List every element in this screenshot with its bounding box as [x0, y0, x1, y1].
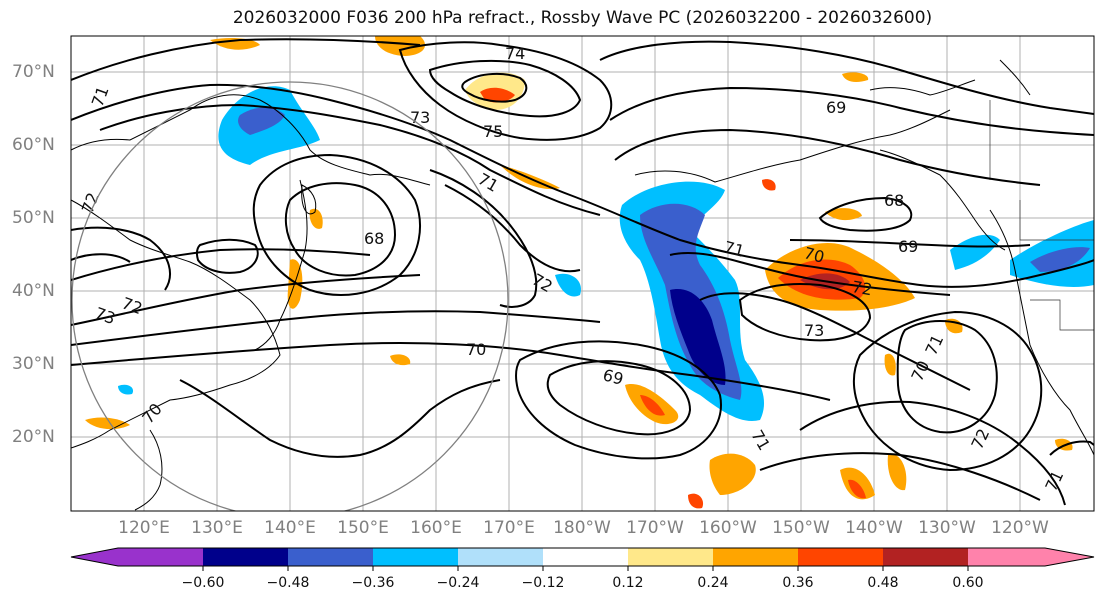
lat-label: 70°N: [12, 62, 55, 82]
lon-label: 170°W: [626, 518, 684, 538]
contour-label: 73: [804, 321, 824, 340]
contour-label: 68: [884, 191, 904, 210]
lon-label: 130°W: [918, 518, 976, 538]
lon-label: 120°W: [991, 518, 1049, 538]
lat-label: 50°N: [12, 208, 55, 228]
contour-label: 69: [826, 98, 846, 117]
lon-label: 140°W: [845, 518, 903, 538]
contour-label: 70: [466, 340, 486, 359]
positive-anomaly-regions: [85, 36, 1073, 509]
contour-label: 74: [505, 44, 525, 63]
colorbar: [70, 547, 1095, 571]
contour-label: 71: [722, 237, 747, 261]
lat-label: 60°N: [12, 135, 55, 155]
lon-label: 170°E: [483, 518, 535, 538]
colorbar-tick-label: 0.36: [782, 575, 814, 591]
contour-label: 69: [898, 237, 918, 256]
colorbar-tick-label: −0.48: [266, 575, 310, 591]
map-title: 2026032000 F036 200 hPa refract., Rossby…: [232, 8, 933, 28]
gridlines: [71, 36, 1094, 511]
colorbar-tick-label: −0.60: [181, 575, 225, 591]
colorbar-tick-label: −0.12: [521, 575, 565, 591]
lon-label: 160°E: [410, 518, 462, 538]
colorbar-outline: [70, 547, 1095, 567]
lat-label: 30°N: [12, 354, 55, 374]
contour-label: 72: [850, 277, 873, 299]
lon-label: 150°W: [772, 518, 830, 538]
lon-label: 130°E: [191, 518, 243, 538]
colorbar-tick-label: −0.24: [436, 575, 480, 591]
negative-anomaly-regions: [118, 86, 1094, 421]
lon-label: 140°E: [264, 518, 316, 538]
colorbar-tick-label: 0.48: [867, 575, 899, 591]
contour-lines: [71, 38, 1094, 506]
contour-label: 73: [410, 108, 430, 127]
colorbar-tick-label: 0.24: [697, 575, 729, 591]
colorbar-tick-label: −0.36: [351, 575, 395, 591]
colorbar-tick-label: 0.12: [612, 575, 644, 591]
contour-label: 68: [364, 229, 384, 248]
contour-label: 70: [802, 243, 827, 267]
lon-label: 120°E: [118, 518, 170, 538]
contour-label: 75: [483, 122, 503, 141]
borders: [989, 100, 1094, 331]
colorbar-tick-label: 0.60: [952, 575, 984, 591]
plot-frame: [70, 35, 1095, 512]
lon-label: 180°W: [553, 518, 611, 538]
lat-label: 40°N: [12, 281, 55, 301]
colorbar-extend-low: [71, 548, 118, 566]
range-circle: [71, 81, 509, 511]
lon-label: 160°W: [699, 518, 757, 538]
lon-label: 150°E: [337, 518, 389, 538]
colorbar-extend-high: [1045, 548, 1094, 566]
lat-label: 20°N: [12, 427, 55, 447]
contour-label: 69: [601, 365, 626, 389]
